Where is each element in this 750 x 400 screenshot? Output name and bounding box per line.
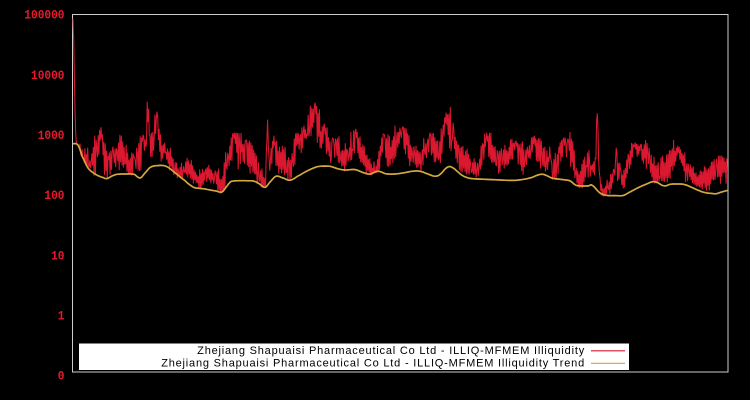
svg-text:10000: 10000 bbox=[31, 68, 65, 83]
svg-text:100: 100 bbox=[44, 188, 64, 203]
svg-text:Zhejiang Shapuaisi Pharmaceuti: Zhejiang Shapuaisi Pharmaceutical Co Ltd… bbox=[197, 345, 585, 357]
svg-text:100000: 100000 bbox=[24, 8, 64, 23]
svg-text:1000: 1000 bbox=[38, 128, 65, 143]
svg-text:10: 10 bbox=[51, 248, 65, 263]
svg-text:Zhejiang Shapuaisi Pharmaceuti: Zhejiang Shapuaisi Pharmaceutical Co Ltd… bbox=[161, 358, 585, 370]
svg-text:0: 0 bbox=[58, 369, 65, 384]
svg-text:1: 1 bbox=[58, 309, 65, 324]
